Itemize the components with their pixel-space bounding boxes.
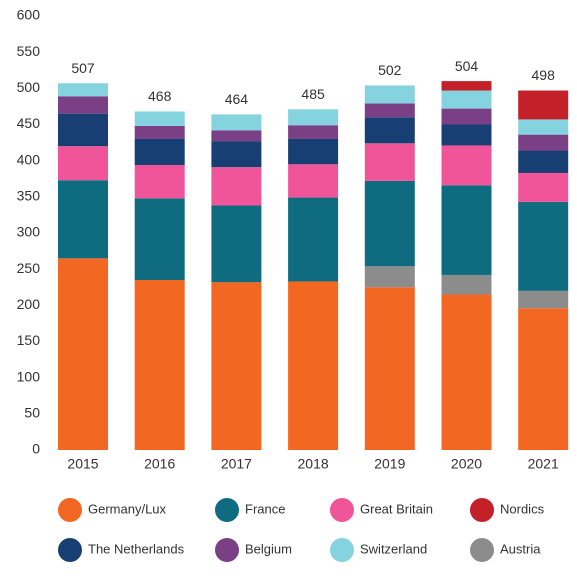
legend-label: Great Britain	[360, 501, 433, 516]
x-tick-label: 2016	[144, 456, 175, 472]
bar-segment	[441, 185, 492, 275]
y-tick-label: 350	[17, 188, 41, 204]
legend-swatch	[58, 498, 82, 522]
bar-segment	[518, 172, 569, 202]
total-label: 507	[71, 60, 95, 76]
bar-segment	[518, 201, 569, 291]
bar-segment	[58, 96, 108, 114]
total-label: 498	[532, 67, 556, 83]
bar-segment	[134, 165, 185, 199]
x-tick-label: 2017	[221, 456, 252, 472]
bar-segment	[288, 109, 339, 126]
y-tick-label: 600	[17, 7, 41, 23]
bar-segment	[441, 90, 492, 109]
x-tick-label: 2015	[67, 456, 98, 472]
y-tick-label: 200	[17, 296, 41, 312]
y-tick-label: 150	[17, 332, 41, 348]
y-tick-label: 50	[24, 405, 40, 421]
legend-swatch	[470, 498, 494, 522]
y-tick-label: 250	[17, 260, 41, 276]
bar-segment	[211, 130, 262, 142]
bar-segment	[58, 180, 108, 259]
bar-segment	[58, 83, 108, 97]
total-label: 468	[148, 88, 172, 104]
bar-segment	[518, 150, 569, 173]
y-tick-label: 500	[17, 79, 41, 95]
bar-segment	[364, 266, 415, 288]
total-label: 502	[378, 62, 402, 78]
bar-segment	[518, 308, 569, 450]
bar-segment	[134, 138, 185, 166]
legend-label: Nordics	[500, 501, 545, 516]
bar-segment	[288, 125, 339, 139]
bar-segment	[58, 146, 108, 181]
bar-segment	[441, 145, 492, 186]
bar-segment	[518, 119, 569, 135]
y-tick-label: 550	[17, 43, 41, 59]
y-tick-label: 0	[32, 441, 40, 457]
total-label: 485	[301, 86, 325, 102]
bar-segment	[211, 167, 262, 206]
x-tick-label: 2019	[374, 456, 405, 472]
y-tick-label: 300	[17, 224, 41, 240]
legend-swatch	[58, 538, 82, 562]
bar-segment	[441, 124, 492, 146]
bar-segment	[211, 282, 262, 450]
bar-segment	[364, 143, 415, 181]
x-tick-label: 2021	[528, 456, 559, 472]
bar-segment	[364, 85, 415, 104]
bar-segment	[364, 287, 415, 450]
bar-segment	[518, 90, 569, 120]
bar-segment	[441, 274, 492, 295]
legend-label: Switzerland	[360, 541, 427, 556]
legend-label: The Netherlands	[88, 541, 185, 556]
legend-swatch	[215, 498, 239, 522]
bar-segment	[364, 103, 415, 118]
total-label: 464	[225, 91, 249, 107]
legend-label: Belgium	[245, 541, 292, 556]
legend-swatch	[470, 538, 494, 562]
bar-segment	[364, 117, 415, 144]
bar-segment	[211, 141, 262, 168]
legend-swatch	[215, 538, 239, 562]
bar-segment	[58, 258, 108, 450]
bar-segment	[441, 108, 492, 125]
bar-segment	[211, 114, 262, 131]
bar-segment	[441, 294, 492, 450]
legend-label: France	[245, 501, 285, 516]
x-tick-label: 2020	[451, 456, 482, 472]
y-tick-label: 400	[17, 151, 41, 167]
y-tick-label: 100	[17, 368, 41, 384]
bar-segment	[441, 81, 492, 91]
bar-segment	[134, 111, 185, 126]
legend-label: Germany/Lux	[88, 501, 167, 516]
legend-label: Austria	[500, 541, 541, 556]
bar-segment	[211, 205, 262, 283]
y-tick-label: 450	[17, 115, 41, 131]
x-tick-label: 2018	[298, 456, 329, 472]
bar-segment	[288, 164, 339, 198]
bar-segment	[288, 138, 339, 165]
bar-segment	[518, 134, 569, 151]
bar-segment	[364, 180, 415, 267]
bar-segment	[134, 198, 185, 281]
total-label: 504	[455, 58, 479, 74]
bar-segment	[288, 197, 339, 282]
bar-segment	[134, 280, 185, 450]
legend-swatch	[330, 498, 354, 522]
bar-segment	[134, 125, 185, 139]
bar-segment	[518, 290, 569, 309]
bar-segment	[288, 281, 339, 450]
legend-swatch	[330, 538, 354, 562]
bar-segment	[58, 113, 108, 147]
